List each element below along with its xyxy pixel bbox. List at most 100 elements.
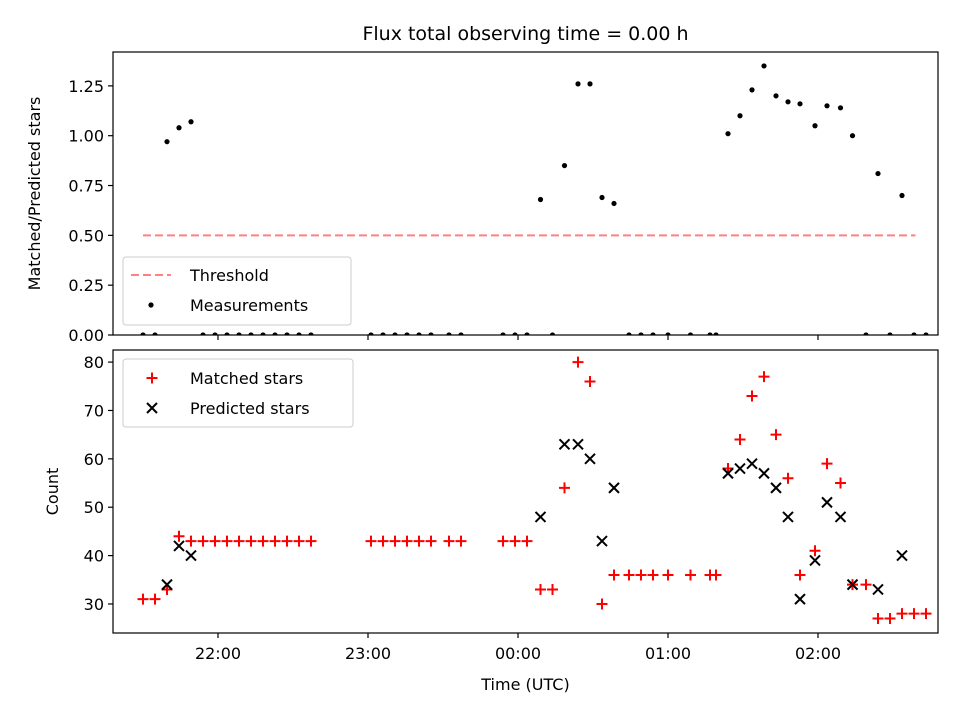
measurement-point <box>707 332 713 335</box>
measurement-point <box>863 332 869 335</box>
measurement-point <box>713 332 719 335</box>
predicted-star-point <box>584 453 596 465</box>
predicted-star-point <box>185 549 197 562</box>
legend-box <box>122 358 354 428</box>
measurement-point <box>236 332 242 335</box>
matched-star-point <box>233 535 245 547</box>
measurement-point <box>140 332 146 335</box>
predicted-stars-points <box>161 438 908 605</box>
measurement-points <box>140 63 929 335</box>
measurement-point <box>923 332 929 335</box>
chart-title: Flux total observing time = 0.00 h <box>362 23 688 45</box>
predicted-star-point <box>173 540 185 552</box>
measurement-point <box>849 133 856 139</box>
x-tick-label: 02:00 <box>795 644 841 663</box>
predicted-star-point <box>896 549 908 562</box>
x-tick-label: 22:00 <box>195 644 241 663</box>
measurement-point <box>380 332 386 335</box>
measurement-point <box>899 192 905 199</box>
matched-star-point <box>821 458 833 470</box>
measurement-point <box>212 332 218 335</box>
matched-star-point <box>746 390 758 402</box>
measurement-point <box>296 332 302 335</box>
y-tick-label: 50 <box>84 498 104 517</box>
matched-stars-points <box>137 356 932 624</box>
y-tick-label: 1.25 <box>68 77 104 96</box>
measurement-point <box>638 332 644 335</box>
measurement-point <box>368 332 374 335</box>
measurement-point <box>737 113 743 119</box>
matched-star-point <box>425 535 437 547</box>
matched-star-point <box>559 482 570 494</box>
matched-star-point <box>794 569 806 581</box>
y-tick-label: 70 <box>84 401 104 420</box>
predicted-star-point <box>558 438 571 451</box>
matched-star-point <box>197 535 209 547</box>
predicted-star-point <box>572 438 584 451</box>
y-tick-label: 80 <box>84 353 104 372</box>
predicted-star-point <box>794 593 806 605</box>
predicted-star-point <box>734 462 746 475</box>
measurement-point <box>761 63 767 69</box>
matched-star-point <box>860 579 872 591</box>
matched-star-point <box>365 535 377 547</box>
matched-star-point <box>455 535 467 547</box>
matched-star-point <box>835 477 846 489</box>
measurement-point <box>773 93 779 99</box>
measurement-point <box>887 332 893 335</box>
measurement-point <box>224 332 230 335</box>
measurement-point <box>404 332 410 335</box>
predicted-star-point <box>809 554 821 567</box>
matched-star-point <box>149 593 161 605</box>
x-tick-label: 23:00 <box>345 644 391 663</box>
measurement-point <box>911 332 917 335</box>
measurement-point <box>416 332 422 335</box>
matched-star-point <box>413 535 425 547</box>
y-tick-label: 40 <box>84 547 104 566</box>
measurement-point <box>260 332 266 335</box>
matched-star-point <box>173 530 185 542</box>
matched-star-point <box>257 535 269 547</box>
predicted-star-point <box>872 583 884 596</box>
matched-star-point <box>635 569 647 581</box>
matched-star-point <box>662 569 674 581</box>
matched-star-point <box>647 569 659 581</box>
predicted-star-point <box>821 496 833 509</box>
y-tick-label: 60 <box>84 450 104 469</box>
x-tick-label: 01:00 <box>645 644 691 663</box>
matched-star-point <box>293 535 305 547</box>
top-axes-frame <box>112 51 939 336</box>
measurement-point <box>392 332 398 335</box>
legend-predicted-swatch <box>146 402 158 414</box>
matched-star-point <box>443 535 455 547</box>
measurement-point <box>188 119 194 125</box>
predicted-star-point <box>161 578 173 591</box>
measurement-point <box>599 194 605 201</box>
measurement-point <box>797 101 803 107</box>
measurement-point <box>272 332 278 335</box>
y-axis-label: Count <box>43 468 62 516</box>
legend-measurement-swatch <box>148 302 154 308</box>
measurement-point <box>524 332 530 335</box>
measurement-point <box>549 332 556 335</box>
measurement-point <box>812 123 818 129</box>
y-tick-label: 0.25 <box>68 276 104 295</box>
matched-star-point <box>908 608 920 620</box>
y-tick-label: 0.75 <box>68 177 104 196</box>
predicted-star-point <box>846 578 859 591</box>
matched-star-point <box>758 371 770 383</box>
legend-measurement-label: Measurements <box>190 296 308 315</box>
matched-star-point <box>884 612 896 624</box>
matched-star-point <box>377 535 389 547</box>
matched-star-point <box>509 535 521 547</box>
y-tick-label: 0.00 <box>68 326 104 345</box>
top-legend: Threshold Measurements <box>122 256 352 326</box>
matched-star-point <box>596 598 608 610</box>
measurement-point <box>561 162 568 169</box>
bottom-legend: Matched stars Predicted stars <box>122 358 354 428</box>
predicted-star-point <box>758 467 770 480</box>
predicted-star-point <box>770 482 782 494</box>
predicted-star-point <box>782 511 794 523</box>
matched-star-point <box>185 535 197 547</box>
